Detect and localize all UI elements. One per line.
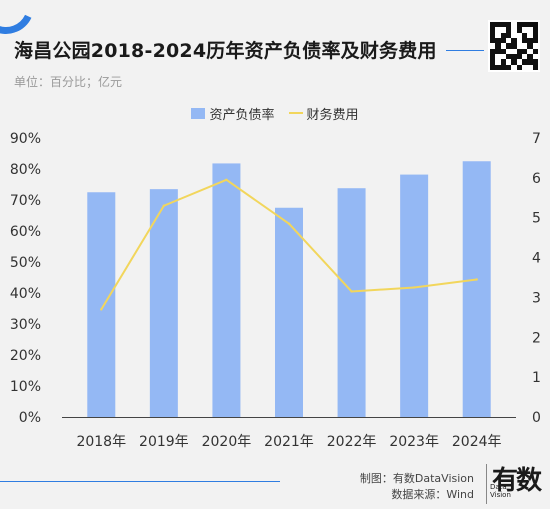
y-right-tick-label: 3 [532, 290, 541, 306]
legend-item-line: 财务费用 [288, 104, 359, 123]
y-left-tick-label: 30% [10, 317, 41, 333]
footer-credits: 制图：有数DataVision 数据来源：Wind [360, 471, 474, 503]
logo-divider [486, 464, 487, 504]
line-point-5 [350, 290, 353, 293]
line-point-1 [100, 308, 103, 311]
y-right-tick-label: 6 [532, 171, 541, 187]
x-tick-label: 2024年 [452, 434, 502, 450]
x-tick-label: 2021年 [264, 434, 314, 450]
footer-maker: 制图：有数DataVision [359, 472, 474, 485]
y-right-tick-label: 7 [532, 131, 541, 147]
y-left-tick-label: 10% [10, 379, 41, 395]
y-left-tick-label: 40% [10, 286, 41, 302]
bar-5 [337, 188, 366, 417]
line-point-3 [225, 178, 228, 182]
title-decoration-line [446, 50, 484, 51]
x-tick-label: 2019年 [139, 434, 189, 450]
bar-6 [400, 174, 429, 417]
y-right-tick-label: 0 [532, 410, 541, 426]
x-tick-label: 2020年 [202, 434, 252, 450]
y-left-tick-label: 70% [10, 193, 41, 209]
bar-2 [149, 189, 178, 417]
legend-label-bar: 资产负债率 [209, 107, 275, 123]
y-left-tick-label: 50% [10, 255, 41, 271]
legend-swatch-line [288, 112, 303, 114]
x-tick-label: 2018年 [76, 434, 126, 450]
y-right-tick-label: 2 [532, 330, 541, 346]
footer-source: 数据来源：Wind [391, 488, 474, 501]
legend-item-bar: 资产负债率 [191, 104, 275, 123]
qr-code [488, 20, 540, 72]
bar-3 [212, 163, 241, 417]
line-point-6 [412, 286, 416, 289]
brand-logo: 有数 Data Vision [484, 460, 544, 506]
line-point-2 [162, 204, 166, 207]
y-left-tick-label: 20% [10, 348, 41, 364]
legend-swatch-bar [191, 107, 206, 119]
bar-7 [462, 161, 491, 417]
bar-1 [87, 192, 116, 417]
y-left-tick-label: 80% [10, 162, 41, 178]
y-left-tick-label: 90% [10, 131, 41, 147]
bar-4 [275, 207, 303, 417]
y-right-tick-label: 4 [532, 251, 541, 267]
line-point-4 [287, 222, 291, 225]
x-tick-label: 2022年 [327, 434, 377, 450]
logo-text: 有数 [492, 466, 542, 496]
line-point-7 [475, 278, 478, 281]
legend-label-line: 财务费用 [306, 107, 359, 123]
x-tick-label: 2023年 [389, 434, 439, 450]
y-right-tick-label: 1 [532, 370, 541, 386]
logo-subtext: Data Vision [490, 483, 511, 499]
chart-title: 海昌公园2018-2024历年资产负债率及财务费用 [14, 40, 437, 62]
y-left-tick-label: 60% [10, 224, 41, 240]
y-left-tick-label: 0% [19, 410, 41, 426]
footer-decoration-line [0, 481, 280, 482]
y-right-tick-label: 5 [532, 211, 541, 227]
legend: 资产负债率 财务费用 [0, 104, 550, 123]
unit-label: 单位：百分比；亿元 [14, 75, 123, 89]
